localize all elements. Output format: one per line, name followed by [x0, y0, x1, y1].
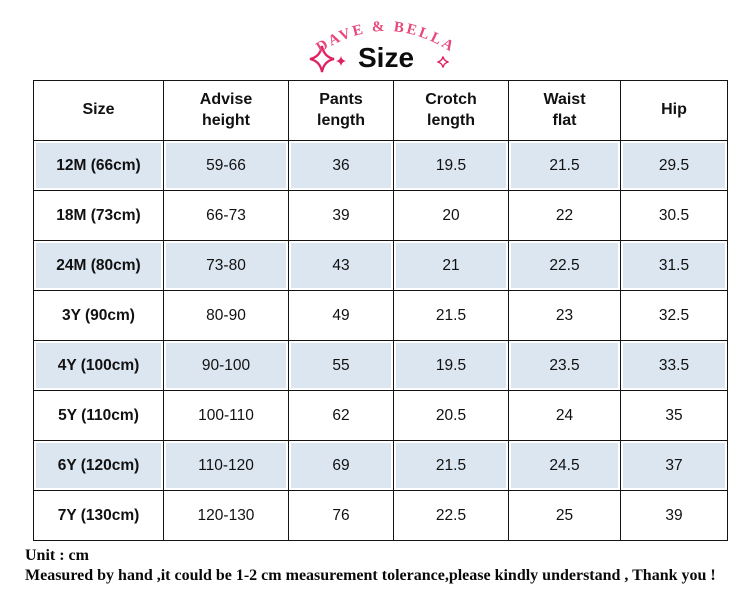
- cell-value: 73-80: [163, 240, 289, 291]
- row-size-label: 6Y (120cm): [33, 440, 164, 491]
- cell-value: 80-90: [163, 290, 289, 341]
- column-header: Advise height: [163, 80, 289, 141]
- row-size-label: 12M (66cm): [33, 140, 164, 191]
- cell-value: 76: [288, 490, 394, 541]
- cell-value: 24.5: [508, 440, 621, 491]
- row-size-label: 4Y (100cm): [33, 340, 164, 391]
- column-header: Pants length: [288, 80, 394, 141]
- cell-value: 19.5: [393, 340, 509, 391]
- cell-value: 120-130: [163, 490, 289, 541]
- cell-value: 22.5: [508, 240, 621, 291]
- row-size-label: 3Y (90cm): [33, 290, 164, 341]
- cell-value: 90-100: [163, 340, 289, 391]
- column-header: Crotch length: [393, 80, 509, 141]
- cell-value: 110-120: [163, 440, 289, 491]
- cell-value: 32.5: [620, 290, 728, 341]
- cell-value: 21: [393, 240, 509, 291]
- cell-value: 49: [288, 290, 394, 341]
- cell-value: 55: [288, 340, 394, 391]
- cell-value: 20.5: [393, 390, 509, 441]
- sparkle-small-icon: [336, 56, 346, 66]
- cell-value: 22.5: [393, 490, 509, 541]
- footer-notes: Unit : cm Measured by hand ,it could be …: [25, 546, 750, 585]
- table-row: 4Y (100cm) 90-100 55 19.5 23.5 33.5: [33, 340, 728, 391]
- cell-value: 29.5: [620, 140, 728, 191]
- row-size-label: 7Y (130cm): [33, 490, 164, 541]
- cell-value: 21.5: [393, 440, 509, 491]
- cell-value: 23.5: [508, 340, 621, 391]
- cell-value: 23: [508, 290, 621, 341]
- header: DAVE & BELLA Size: [0, 0, 750, 80]
- sparkle-large-icon: [309, 45, 335, 73]
- cell-value: 33.5: [620, 340, 728, 391]
- table-row: 12M (66cm) 59-66 36 19.5 21.5 29.5: [33, 140, 728, 191]
- cell-value: 21.5: [508, 140, 621, 191]
- table-row: 5Y (110cm) 100-110 62 20.5 24 35: [33, 390, 728, 441]
- table-row: 18M (73cm) 66-73 39 20 22 30.5: [33, 190, 728, 241]
- cell-value: 43: [288, 240, 394, 291]
- column-header: Hip: [620, 80, 728, 141]
- header-row: Size Advise height Pants length Crotch leng…: [33, 80, 728, 141]
- column-header: Size: [33, 80, 164, 141]
- row-size-label: 18M (73cm): [33, 190, 164, 241]
- cell-value: 62: [288, 390, 394, 441]
- cell-value: 24: [508, 390, 621, 441]
- cell-value: 21.5: [393, 290, 509, 341]
- cell-value: 59-66: [163, 140, 289, 191]
- cell-value: 39: [288, 190, 394, 241]
- cell-value: 66-73: [163, 190, 289, 241]
- cell-value: 35: [620, 390, 728, 441]
- cell-value: 20: [393, 190, 509, 241]
- unit-label: Unit : cm: [25, 547, 89, 564]
- cell-value: 39: [620, 490, 728, 541]
- sparkle-right-icon: [437, 56, 449, 68]
- cell-value: 30.5: [620, 190, 728, 241]
- cell-value: 36: [288, 140, 394, 191]
- tolerance-note: Measured by hand ,it could be 1-2 cm mea…: [25, 566, 716, 584]
- page-title: Size: [358, 42, 414, 73]
- cell-value: 22: [508, 190, 621, 241]
- cell-value: 69: [288, 440, 394, 491]
- cell-value: 100-110: [163, 390, 289, 441]
- table-row: 24M (80cm) 73-80 43 21 22.5 31.5: [33, 240, 728, 291]
- row-size-label: 5Y (110cm): [33, 390, 164, 441]
- table-row: 3Y (90cm) 80-90 49 21.5 23 32.5: [33, 290, 728, 341]
- row-size-label: 24M (80cm): [33, 240, 164, 291]
- table-row: 7Y (130cm) 120-130 76 22.5 25 39: [33, 490, 728, 541]
- size-chart-table: Size Advise height Pants length Crotch leng…: [33, 80, 728, 541]
- table-row: 6Y (120cm) 110-120 69 21.5 24.5 37: [33, 440, 728, 491]
- cell-value: 25: [508, 490, 621, 541]
- cell-value: 31.5: [620, 240, 728, 291]
- column-header: Waist flat: [508, 80, 621, 141]
- cell-value: 19.5: [393, 140, 509, 191]
- cell-value: 37: [620, 440, 728, 491]
